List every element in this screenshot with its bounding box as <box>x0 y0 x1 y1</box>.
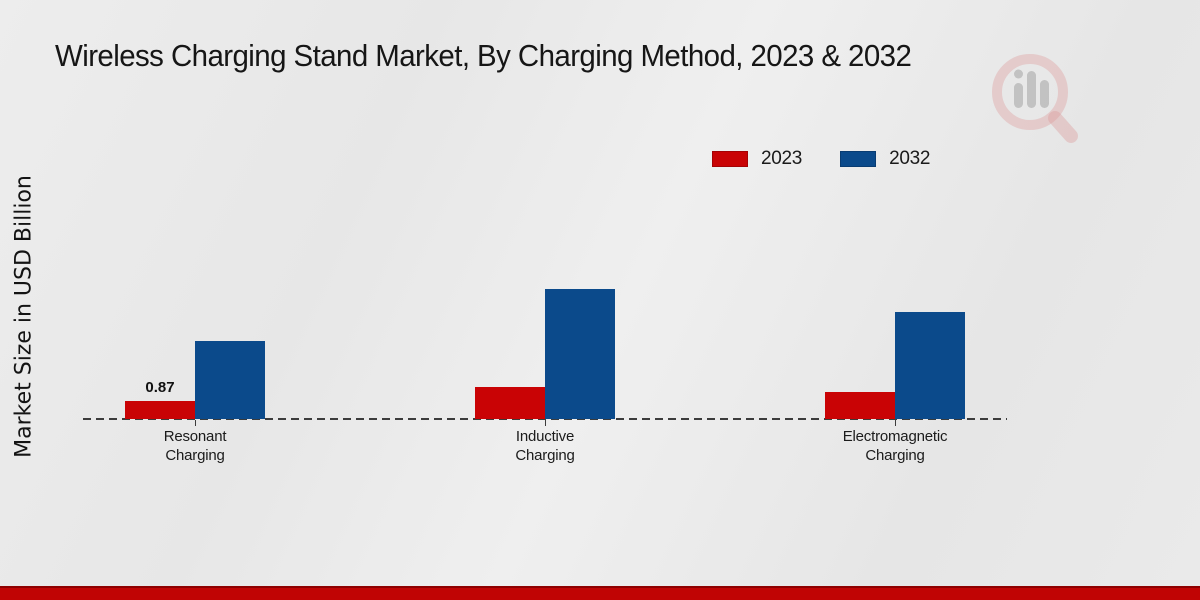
chart-title: Wireless Charging Stand Market, By Charg… <box>55 38 912 73</box>
bottom-accent-strip <box>0 586 1200 600</box>
bar-2023-inductive-charging <box>475 387 545 419</box>
category-label-resonant-charging: Resonant Charging <box>163 428 227 464</box>
legend-item-2023: 2023 <box>712 148 802 170</box>
brand-logo-watermark <box>985 52 1085 147</box>
bar-2032-inductive-charging <box>545 289 615 419</box>
bar-2023-resonant-charging <box>125 401 195 419</box>
category-label-electromagnetic-charging: Electromagnetic Charging <box>842 428 948 464</box>
data-label-2023-resonant-charging: 0.87 <box>145 379 175 396</box>
x-axis-tick <box>895 420 896 426</box>
category-label-inductive-charging: Inductive Charging <box>515 428 575 464</box>
legend-label-2023: 2023 <box>761 148 803 169</box>
bar-2032-resonant-charging <box>195 341 265 419</box>
x-axis-tick <box>545 420 546 426</box>
legend-swatch-2032 <box>840 151 877 167</box>
bar-2032-electromagnetic-charging <box>895 312 965 419</box>
bar-2023-electromagnetic-charging <box>825 392 895 419</box>
magnifier-bar-chart-icon <box>992 54 1078 143</box>
legend: 2023 2032 <box>712 148 930 170</box>
legend-label-2032: 2032 <box>889 148 931 169</box>
legend-item-2032: 2032 <box>840 148 930 170</box>
legend-swatch-2023 <box>712 151 748 167</box>
x-axis-tick <box>195 420 196 426</box>
x-axis-dashed-baseline <box>83 418 1007 420</box>
